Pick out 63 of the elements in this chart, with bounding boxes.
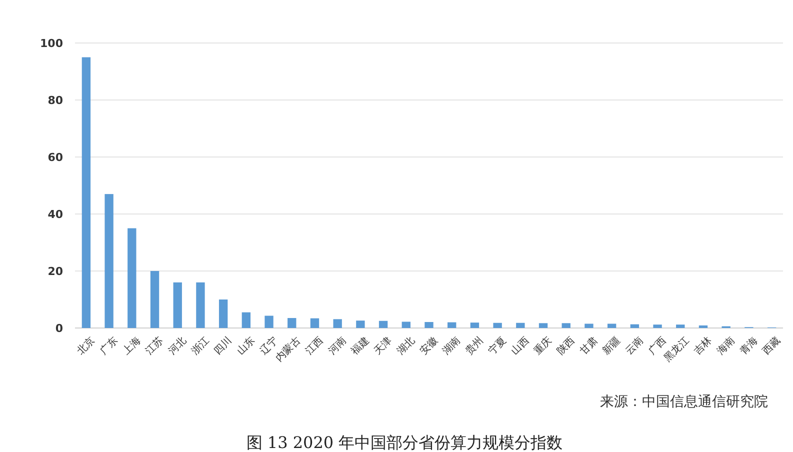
y-tick-label: 20 xyxy=(48,264,64,278)
bar xyxy=(630,324,640,328)
x-tick-label: 陕西 xyxy=(554,334,578,358)
x-tick-label: 贵州 xyxy=(463,334,486,358)
x-tick-label: 吉林 xyxy=(692,334,714,358)
bar xyxy=(538,323,548,328)
x-tick-label: 重庆 xyxy=(532,334,554,358)
x-tick-label: 宁夏 xyxy=(486,334,509,358)
bar xyxy=(196,282,205,328)
bar xyxy=(378,320,388,328)
x-tick-label: 北京 xyxy=(74,334,98,358)
x-tick-label: 四川 xyxy=(212,334,234,358)
x-tick-label: 山西 xyxy=(508,334,532,358)
x-tick-label: 浙江 xyxy=(188,334,212,358)
bar xyxy=(264,316,274,328)
x-tick-label: 福建 xyxy=(348,334,372,358)
y-tick-label: 80 xyxy=(48,94,64,107)
bar xyxy=(82,57,91,328)
bar xyxy=(173,282,182,328)
x-tick-label: 安徽 xyxy=(417,334,440,358)
bar xyxy=(584,324,594,328)
bar xyxy=(150,271,160,328)
x-tick-label: 甘肃 xyxy=(577,334,600,358)
bar xyxy=(424,322,434,328)
bar xyxy=(333,319,342,328)
y-tick-label: 0 xyxy=(55,322,64,335)
bar xyxy=(104,194,114,328)
bar xyxy=(310,318,320,328)
x-tick-label: 广东 xyxy=(97,334,120,358)
x-tick-label: 云南 xyxy=(623,334,646,358)
y-tick-label: 60 xyxy=(48,150,64,164)
bar xyxy=(242,312,251,328)
bar xyxy=(607,324,616,328)
bar xyxy=(493,322,502,328)
x-tick-label: 西藏 xyxy=(760,334,783,358)
y-tick-label: 40 xyxy=(48,208,64,221)
bar xyxy=(562,323,570,328)
x-tick-label: 上海 xyxy=(120,334,143,358)
x-tick-label: 河南 xyxy=(326,334,349,358)
bar xyxy=(653,324,662,328)
source-note: 来源：中国信息通信研究院 xyxy=(600,394,768,410)
text: 图 13 2020 年中国部分省份算力规模分指数 xyxy=(246,433,563,452)
bar xyxy=(218,300,228,328)
bar xyxy=(676,324,685,328)
x-tick-label: 山东 xyxy=(234,334,258,358)
x-tick-label: 海南 xyxy=(714,334,738,358)
x-tick-label: 河北 xyxy=(166,334,189,358)
bar xyxy=(698,325,708,328)
y-tick-label: 100 xyxy=(40,36,64,50)
x-tick-label: 青海 xyxy=(737,334,760,358)
bar xyxy=(516,322,525,328)
bar xyxy=(356,320,365,328)
x-tick-label: 天津 xyxy=(372,334,394,358)
x-tick-label: 江苏 xyxy=(143,334,166,358)
bar xyxy=(128,228,136,328)
x-tick-label: 湖北 xyxy=(394,334,418,358)
x-tick-label: 湖南 xyxy=(440,334,463,358)
bar xyxy=(448,322,456,328)
bar xyxy=(470,322,480,328)
x-tick-label: 新疆 xyxy=(600,334,623,358)
bar xyxy=(402,322,410,328)
x-tick-label: 江西 xyxy=(303,334,326,358)
bar xyxy=(288,318,296,328)
